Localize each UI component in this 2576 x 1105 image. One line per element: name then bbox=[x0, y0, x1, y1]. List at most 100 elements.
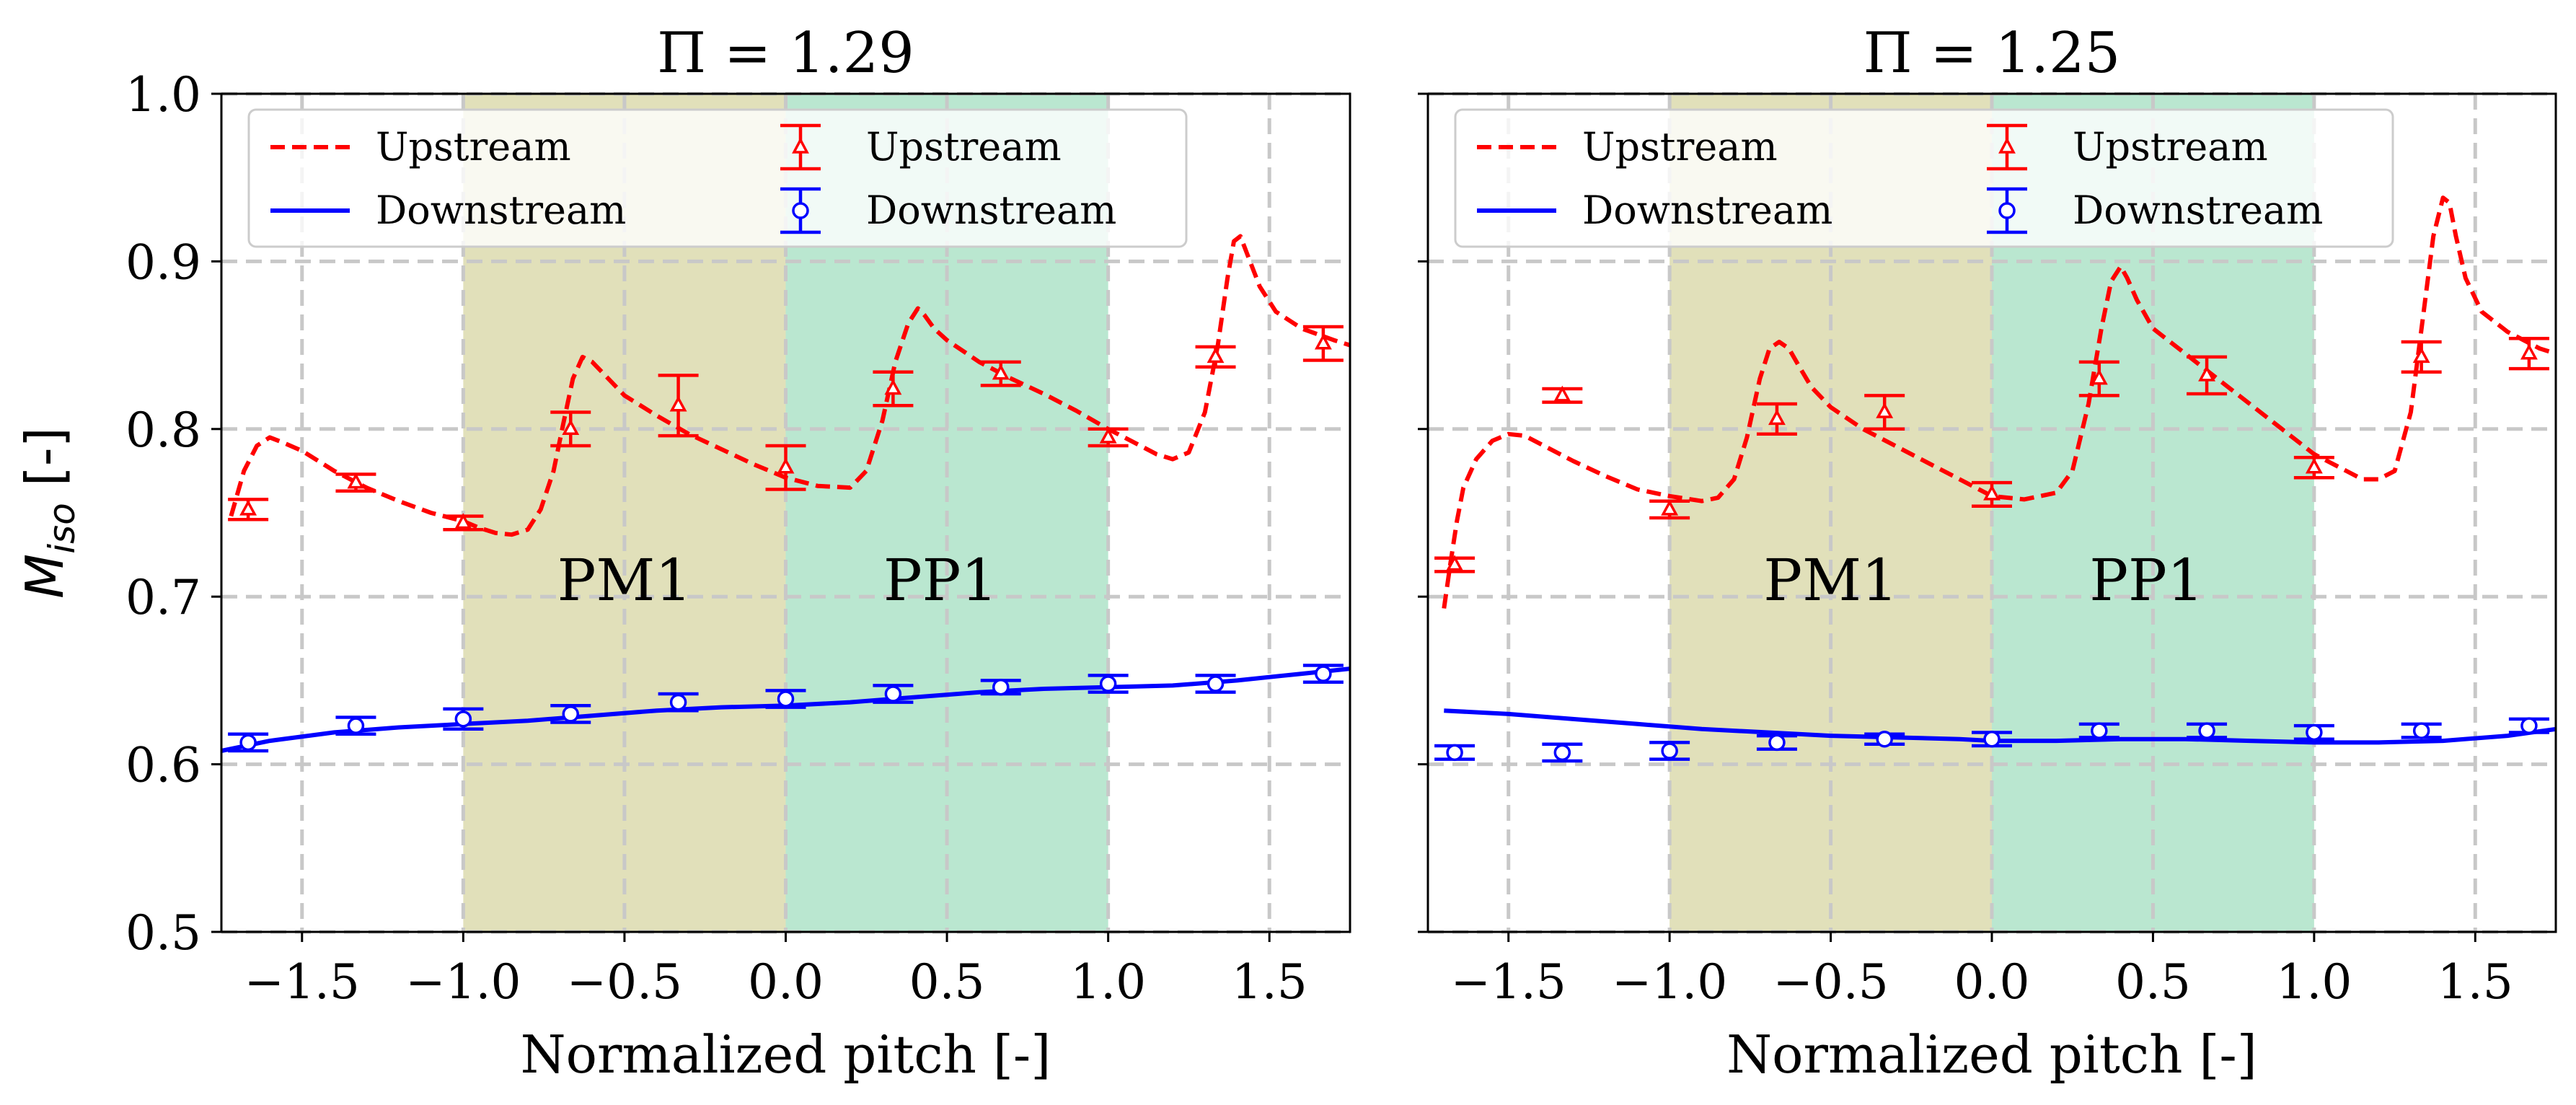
downstream-errorbar-point bbox=[1542, 742, 1583, 763]
downstream-errorbar-point bbox=[2078, 722, 2120, 739]
x-tick-label: −1.5 bbox=[1451, 954, 1566, 1010]
circle-marker bbox=[1099, 675, 1117, 692]
upstream-errorbar-point bbox=[1972, 480, 2012, 508]
circle-marker bbox=[992, 678, 1010, 696]
triangle-marker bbox=[239, 499, 257, 516]
upstream-errorbar-point bbox=[765, 444, 806, 491]
legend-label: Upstream bbox=[866, 124, 1062, 170]
downstream-errorbar-point bbox=[1195, 674, 1236, 694]
y-axis-title: Miso [-] bbox=[14, 427, 83, 599]
downstream-errorbar-point bbox=[228, 732, 269, 753]
upstream-errorbar-point bbox=[2078, 360, 2120, 397]
circle-marker bbox=[884, 685, 902, 703]
upstream-errorbar-point bbox=[443, 513, 484, 532]
y-tick-label: 0.6 bbox=[125, 738, 201, 793]
upstream-errorbar-point bbox=[1088, 427, 1129, 448]
legend-entry-upstream: Upstream bbox=[1987, 123, 2268, 171]
panel-right-chart: PM1 PP1 −1.5 −1.0 −0.5 0.0 0.5 1.0 1.5 Normalized… bbox=[1418, 21, 2557, 1085]
legend-label: Upstream bbox=[1582, 124, 1778, 170]
legend-label: Upstream bbox=[376, 124, 571, 170]
triangle-marker bbox=[1314, 333, 1332, 350]
upstream-errorbar-point bbox=[1195, 345, 1236, 369]
x-axis-title: Normalized pitch [-] bbox=[521, 1024, 1051, 1085]
triangle-marker bbox=[669, 395, 687, 412]
legend-label: Downstream bbox=[866, 188, 1116, 233]
triangle-marker bbox=[884, 379, 902, 395]
plot-area bbox=[1434, 195, 2556, 763]
legend-triangle-marker bbox=[792, 137, 809, 154]
legend-label: Downstream bbox=[376, 188, 626, 233]
upstream-errorbar-point bbox=[1302, 325, 1344, 362]
downstream-errorbar-point bbox=[658, 692, 699, 713]
legend-errorbar-swatch bbox=[1987, 187, 2027, 234]
y-tick-label: 0.8 bbox=[125, 402, 201, 458]
legend-entry-downstream: Downstream bbox=[780, 187, 1116, 234]
downstream-errorbar-point bbox=[873, 684, 914, 704]
circle-marker bbox=[1315, 665, 1332, 682]
legend-entry-upstream: Upstream bbox=[780, 123, 1062, 171]
downstream-errorbar-point bbox=[980, 678, 1021, 696]
y-axis-title-subscript: iso bbox=[41, 503, 83, 554]
triangle-marker bbox=[1099, 427, 1117, 444]
ticks bbox=[1418, 92, 2476, 942]
triangle-marker bbox=[1207, 347, 1225, 364]
x-tick-label: −1.0 bbox=[1612, 954, 1727, 1010]
circle-marker bbox=[669, 693, 687, 711]
panel-left-chart: PM1 PP1 −1.5 −1.0 −0.5 0.0 0.5 1.0 1.5 0.5 0.6 0.7 0… bbox=[14, 21, 1351, 1085]
triangle-marker bbox=[562, 419, 580, 436]
panel-title: Π = 1.29 bbox=[657, 21, 914, 86]
upstream-errorbar-point bbox=[2293, 456, 2334, 480]
panel-title: Π = 1.25 bbox=[1863, 21, 2121, 86]
legend-circle-marker bbox=[1998, 202, 2016, 219]
y-axis-title-main: M bbox=[14, 554, 75, 599]
downstream-errorbar-point bbox=[1864, 730, 1905, 748]
triangle-marker bbox=[2305, 457, 2323, 474]
triangle-marker bbox=[1446, 555, 1464, 571]
triangle-marker bbox=[2520, 343, 2538, 360]
circle-marker bbox=[1983, 730, 2001, 748]
downstream-errorbar-point bbox=[2508, 717, 2549, 734]
downstream-errorbar-point bbox=[2401, 722, 2442, 739]
circle-marker bbox=[562, 705, 580, 723]
legend-frame bbox=[1454, 108, 2394, 248]
triangle-marker bbox=[347, 472, 365, 489]
legend-entry-downstream: Downstream bbox=[1987, 187, 2323, 234]
x-tick-label: 0.5 bbox=[909, 954, 985, 1010]
legend-entry-upstream: Upstream bbox=[270, 124, 571, 170]
downstream-errorbar-point bbox=[1972, 730, 2012, 748]
upstream-errorbar-point bbox=[1756, 402, 1797, 436]
upstream-errorbar-point bbox=[335, 472, 376, 493]
triangle-marker bbox=[1661, 499, 1679, 516]
circle-marker bbox=[2306, 723, 2323, 741]
circle-marker bbox=[1768, 734, 1786, 752]
x-tick-label: 1.5 bbox=[2438, 954, 2513, 1010]
x-tick-label: 0.0 bbox=[1954, 954, 2030, 1010]
x-tick-label: 0.5 bbox=[2115, 954, 2191, 1010]
circle-marker bbox=[1661, 742, 1678, 760]
legend-errorbar-swatch bbox=[1987, 123, 2027, 171]
region-label-pm1: PM1 bbox=[557, 547, 692, 614]
legend-label: Downstream bbox=[1582, 188, 1832, 233]
upstream-errorbar-point bbox=[980, 360, 1021, 387]
circle-marker bbox=[2520, 717, 2538, 734]
triangle-marker bbox=[1553, 385, 1571, 402]
legend-entry-upstream: Upstream bbox=[1477, 124, 1778, 170]
upstream-errorbar-point bbox=[1649, 499, 1690, 520]
x-tick-label: 0.0 bbox=[748, 954, 824, 1010]
circle-marker bbox=[777, 690, 795, 708]
region-label-pp1: PP1 bbox=[2089, 547, 2204, 614]
upstream-errorbar-point bbox=[1542, 385, 1583, 404]
x-tick-label: −1.0 bbox=[405, 954, 521, 1010]
upstream-errorbar-point bbox=[658, 374, 699, 438]
x-tick-label: 1.5 bbox=[1232, 954, 1307, 1010]
legend-frame bbox=[247, 108, 1188, 248]
downstream-errorbar-point bbox=[550, 704, 591, 724]
circle-marker bbox=[2091, 722, 2108, 739]
circle-marker bbox=[1446, 744, 1463, 762]
region-label-pp1: PP1 bbox=[883, 547, 998, 614]
downstream-errorbar-point bbox=[443, 707, 484, 731]
upstream-errorbar-point bbox=[550, 410, 591, 448]
y-axis-title-suffix: [-] bbox=[14, 427, 75, 503]
legend-entry-downstream: Downstream bbox=[1477, 188, 1832, 233]
region-label-pm1: PM1 bbox=[1763, 547, 1898, 614]
